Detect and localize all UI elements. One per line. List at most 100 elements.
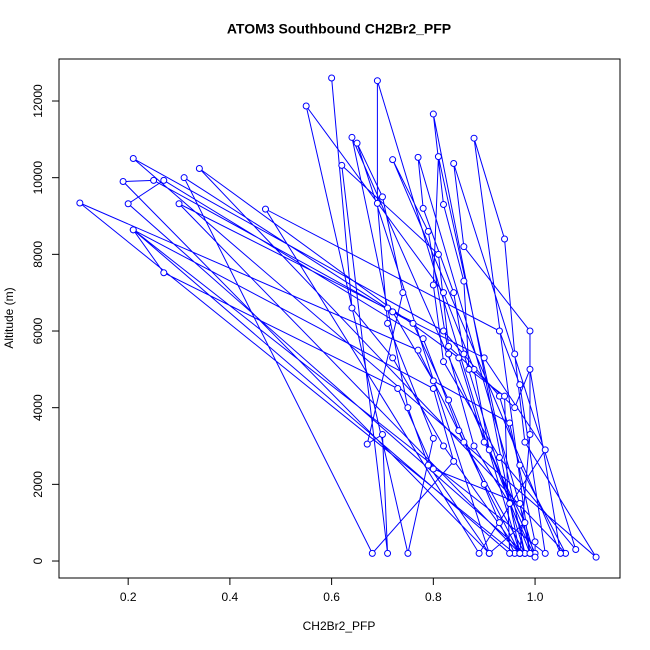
data-point [475, 549, 483, 557]
data-point [160, 176, 168, 184]
data-point [501, 392, 509, 400]
data-point [501, 235, 509, 243]
data-point [76, 199, 84, 207]
data-point [572, 546, 580, 554]
data-point [353, 139, 361, 147]
data-point [429, 385, 437, 393]
data-point [404, 404, 412, 412]
data-point [495, 519, 503, 527]
data-point [465, 365, 473, 373]
data-point [399, 289, 407, 297]
x-tick-label: 0.6 [323, 590, 340, 604]
data-point [440, 327, 448, 335]
data-point [470, 134, 478, 142]
x-tick-label: 1.0 [527, 590, 544, 604]
data-point [531, 553, 539, 561]
data-point [195, 164, 203, 172]
data-point [541, 549, 549, 557]
data-point [440, 442, 448, 450]
data-point [460, 243, 468, 251]
data-point [592, 553, 600, 561]
data-point [384, 304, 392, 312]
data-point [455, 427, 463, 435]
data-point [180, 174, 188, 182]
data-point [429, 465, 437, 473]
y-tick-label: 6000 [31, 317, 45, 344]
data-point [348, 304, 356, 312]
data-point [495, 454, 503, 462]
data-point [150, 176, 158, 184]
data-point [516, 381, 524, 389]
data-point [541, 446, 549, 454]
data-point [516, 461, 524, 469]
data-point [389, 156, 397, 164]
data-point [445, 350, 453, 358]
plot-frame [58, 58, 621, 579]
data-point [531, 538, 539, 546]
data-point [556, 549, 564, 557]
data-point [506, 549, 514, 557]
data-point [414, 153, 422, 161]
data-point [348, 133, 356, 141]
x-tick-label: 0.2 [120, 590, 137, 604]
data-point [516, 500, 524, 508]
data-point [480, 354, 488, 362]
data-point [384, 319, 392, 327]
data-point [526, 327, 534, 335]
data-point [389, 354, 397, 362]
data-point [124, 200, 132, 208]
data-point [378, 193, 386, 201]
data-point [429, 281, 437, 289]
x-axis-label: CH2Br2_PFP [303, 619, 376, 633]
data-point [506, 500, 514, 508]
data-point [450, 289, 458, 297]
data-point [470, 442, 478, 450]
y-tick-label: 2000 [31, 471, 45, 498]
data-point [440, 358, 448, 366]
data-point [445, 342, 453, 350]
data-point [175, 200, 183, 208]
data-point [368, 549, 376, 557]
data-point [450, 457, 458, 465]
data-point [506, 419, 514, 427]
data-point [373, 199, 381, 207]
data-point [404, 549, 412, 557]
data-point [389, 308, 397, 316]
data-point [160, 269, 168, 277]
data-point [424, 227, 432, 235]
data-point [414, 346, 422, 354]
data-point [485, 549, 493, 557]
data-point [460, 438, 468, 446]
chart-title: ATOM3 Southbound CH2Br2_PFP [227, 21, 451, 37]
data-point [384, 549, 392, 557]
data-point [429, 434, 437, 442]
data-point [526, 549, 534, 557]
y-tick-label: 4000 [31, 394, 45, 421]
data-point [424, 461, 432, 469]
data-point [440, 201, 448, 209]
y-tick-label: 0 [31, 557, 45, 564]
data-point [409, 319, 417, 327]
data-point [480, 438, 488, 446]
data-point [394, 385, 402, 393]
data-point [485, 446, 493, 454]
data-point [460, 277, 468, 285]
data-point [261, 205, 269, 213]
data-point [495, 327, 503, 335]
data-point [363, 440, 371, 448]
data-point [445, 396, 453, 404]
data-point [302, 102, 310, 110]
data-point [521, 519, 529, 527]
data-point [129, 155, 137, 163]
data-point [511, 350, 519, 358]
data-point [338, 161, 346, 169]
data-point [373, 77, 381, 85]
data-point [419, 204, 427, 212]
data-point [429, 377, 437, 385]
data-point [378, 431, 386, 439]
data-point [460, 350, 468, 358]
data-point [328, 74, 336, 82]
x-tick-label: 0.8 [425, 590, 442, 604]
data-point [434, 250, 442, 258]
